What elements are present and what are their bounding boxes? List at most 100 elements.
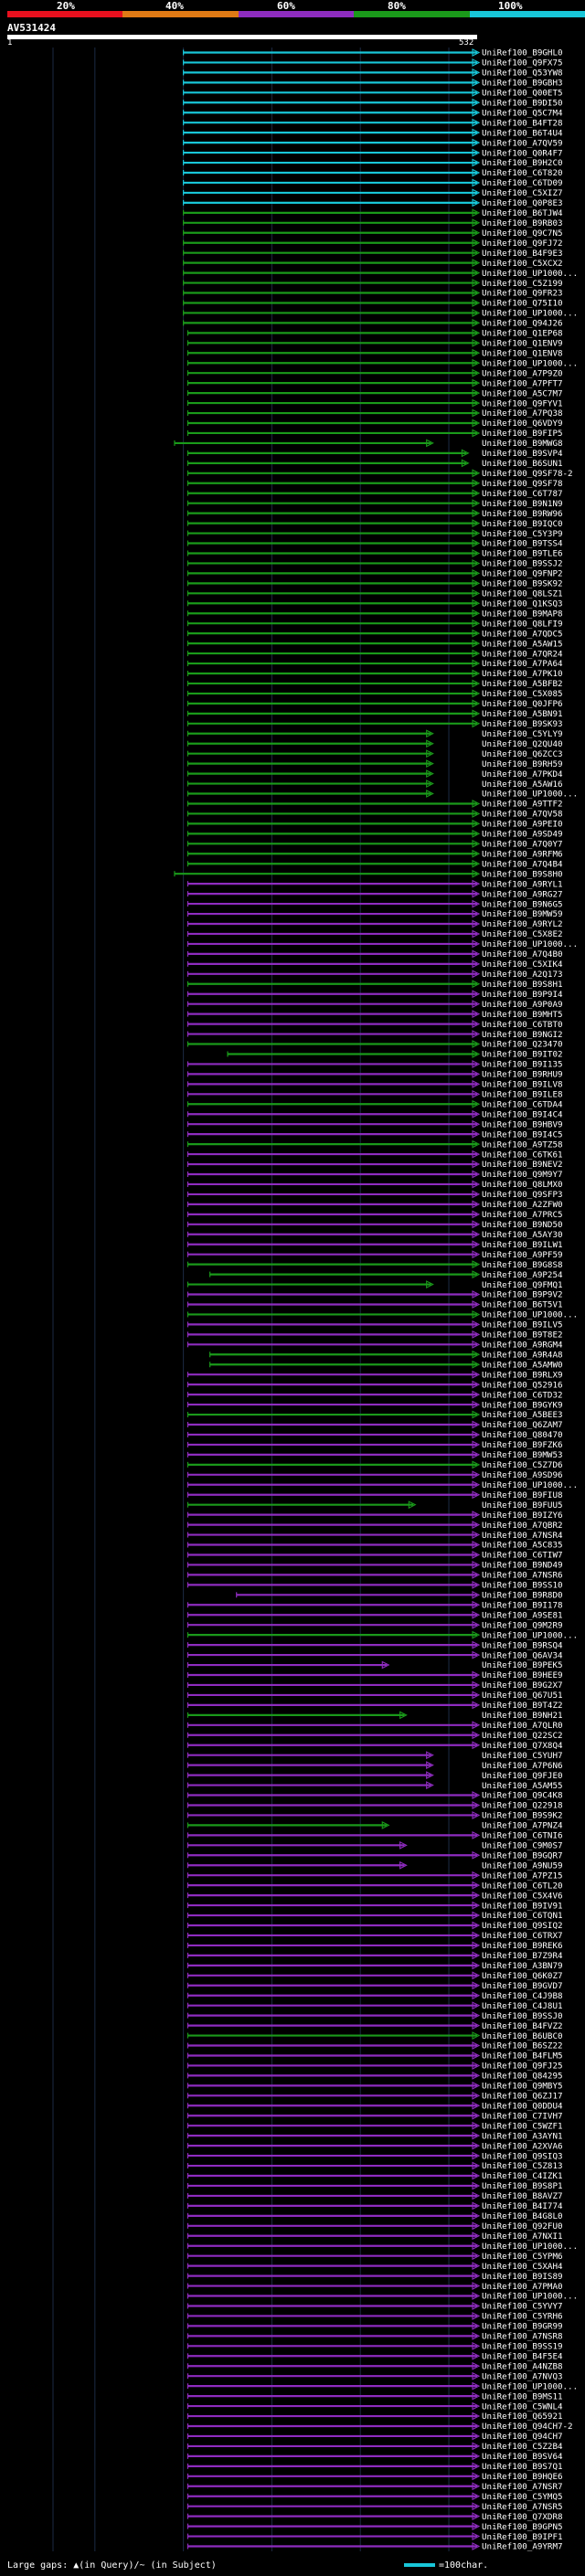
- hit-label[interactable]: UniRef100_Q52916: [482, 1380, 563, 1390]
- hit-label[interactable]: UniRef100_B9S8H1: [482, 980, 563, 990]
- hit-label[interactable]: UniRef100_A9RYL2: [482, 919, 563, 929]
- hit-label[interactable]: UniRef100_Q92FU0: [482, 2221, 563, 2231]
- hit-label[interactable]: UniRef100_Q7XDR8: [482, 2512, 563, 2522]
- hit-label[interactable]: UniRef100_B9GBH3: [482, 79, 563, 89]
- hit-label[interactable]: UniRef100_A9SD96: [482, 1470, 563, 1480]
- hit-label[interactable]: UniRef100_C4IZK1: [482, 2171, 563, 2181]
- hit-label[interactable]: UniRef100_UP1000...: [482, 790, 578, 800]
- hit-label[interactable]: UniRef100_C5Z199: [482, 279, 563, 289]
- hit-label[interactable]: UniRef100_Q9C7N5: [482, 228, 563, 239]
- hit-label[interactable]: UniRef100_C5WZF1: [482, 2121, 563, 2131]
- hit-label[interactable]: UniRef100_B9SK93: [482, 719, 563, 729]
- hit-label[interactable]: UniRef100_B6TJW4: [482, 208, 563, 218]
- hit-label[interactable]: UniRef100_Q9SIQ2: [482, 1921, 563, 1931]
- hit-label[interactable]: UniRef100_B9SK92: [482, 579, 563, 589]
- hit-label[interactable]: UniRef100_B9T4Z2: [482, 1701, 563, 1711]
- hit-label[interactable]: UniRef100_A9RFM6: [482, 849, 563, 859]
- hit-label[interactable]: UniRef100_Q53YW8: [482, 69, 563, 79]
- hit-label[interactable]: UniRef100_Q1EP68: [482, 329, 563, 339]
- hit-label[interactable]: UniRef100_A5BN91: [482, 709, 563, 719]
- hit-label[interactable]: UniRef100_B4G8L0: [482, 2211, 563, 2221]
- hit-label[interactable]: UniRef100_C5YLY9: [482, 729, 563, 739]
- hit-label[interactable]: UniRef100_C5XAH4: [482, 2262, 563, 2272]
- hit-label[interactable]: UniRef100_C6TDA4: [482, 1099, 563, 1109]
- hit-label[interactable]: UniRef100_Q00ET5: [482, 89, 563, 99]
- hit-label[interactable]: UniRef100_B9H2C0: [482, 158, 563, 168]
- hit-label[interactable]: UniRef100_Q9FR23: [482, 289, 563, 299]
- hit-label[interactable]: UniRef100_A7PRC5: [482, 1210, 563, 1220]
- hit-label[interactable]: UniRef100_Q65921: [482, 2412, 563, 2422]
- hit-label[interactable]: UniRef100_UP1000...: [482, 269, 578, 279]
- hit-label[interactable]: UniRef100_C6T787: [482, 489, 563, 499]
- hit-label[interactable]: UniRef100_Q6VDY9: [482, 419, 563, 429]
- hit-label[interactable]: UniRef100_B9FZK6: [482, 1440, 563, 1450]
- hit-label[interactable]: UniRef100_B9NEV2: [482, 1160, 563, 1170]
- hit-label[interactable]: UniRef100_A7Q4B0: [482, 949, 563, 959]
- hit-label[interactable]: UniRef100_C6TIW7: [482, 1551, 563, 1561]
- hit-label[interactable]: UniRef100_B9SSJ2: [482, 559, 563, 569]
- hit-label[interactable]: UniRef100_Q9SFP3: [482, 1190, 563, 1200]
- hit-label[interactable]: UniRef100_C5YRH6: [482, 2312, 563, 2322]
- hit-label[interactable]: UniRef100_B9ILE8: [482, 1090, 563, 1100]
- hit-label[interactable]: UniRef100_C5YVY7: [482, 2302, 563, 2312]
- hit-label[interactable]: UniRef100_A7PNZ4: [482, 1821, 563, 1831]
- hit-label[interactable]: UniRef100_C5Z813: [482, 2161, 563, 2171]
- hit-label[interactable]: UniRef100_C4J9B8: [482, 1991, 563, 2001]
- hit-label[interactable]: UniRef100_B9GR99: [482, 2322, 563, 2332]
- hit-label[interactable]: UniRef100_A9P254: [482, 1270, 563, 1280]
- hit-label[interactable]: UniRef100_A9NU59: [482, 1860, 563, 1871]
- hit-label[interactable]: UniRef100_B9HEE9: [482, 1670, 563, 1680]
- hit-label[interactable]: UniRef100_B9I135: [482, 1060, 563, 1070]
- hit-label[interactable]: UniRef100_Q9SF78: [482, 479, 563, 489]
- hit-label[interactable]: UniRef100_Q9SIQ3: [482, 2151, 563, 2161]
- hit-label[interactable]: UniRef100_C5X8E2: [482, 929, 563, 939]
- hit-label[interactable]: UniRef100_A2Q173: [482, 970, 563, 980]
- hit-label[interactable]: UniRef100_A9YRM7: [482, 2542, 563, 2552]
- hit-label[interactable]: UniRef100_C5X085: [482, 689, 563, 699]
- hit-label[interactable]: UniRef100_B4F5E4: [482, 2351, 563, 2361]
- hit-label[interactable]: UniRef100_A7QR24: [482, 649, 563, 659]
- hit-label[interactable]: UniRef100_A9RG27: [482, 889, 563, 899]
- hit-label[interactable]: UniRef100_A5BEE3: [482, 1410, 563, 1420]
- hit-label[interactable]: UniRef100_B9SS10: [482, 1581, 563, 1591]
- hit-label[interactable]: UniRef100_Q9FJ72: [482, 239, 563, 249]
- hit-label[interactable]: UniRef100_B9N1N9: [482, 499, 563, 509]
- hit-label[interactable]: UniRef100_Q0R4F7: [482, 148, 563, 158]
- hit-label[interactable]: UniRef100_Q9FJ25: [482, 2062, 563, 2072]
- hit-label[interactable]: UniRef100_A7Q0Y7: [482, 840, 563, 850]
- hit-label[interactable]: UniRef100_C5WNL4: [482, 2401, 563, 2412]
- hit-label[interactable]: UniRef100_C7IVH7: [482, 2111, 563, 2121]
- hit-label[interactable]: UniRef100_Q2QU40: [482, 739, 563, 749]
- hit-label[interactable]: UniRef100_A7NSR6: [482, 1571, 563, 1581]
- hit-label[interactable]: UniRef100_B9IV91: [482, 1901, 563, 1911]
- hit-label[interactable]: UniRef100_A9PEI0: [482, 820, 563, 830]
- hit-label[interactable]: UniRef100_B9G8S8: [482, 1260, 563, 1270]
- hit-label[interactable]: UniRef100_B9MWG8: [482, 439, 563, 449]
- hit-label[interactable]: UniRef100_UP1000...: [482, 1480, 578, 1490]
- hit-label[interactable]: UniRef100_Q9M2R9: [482, 1620, 563, 1630]
- hit-label[interactable]: UniRef100_C5YUH7: [482, 1751, 563, 1761]
- hit-label[interactable]: UniRef100_B6SUN1: [482, 459, 563, 469]
- hit-label[interactable]: UniRef100_C6T820: [482, 168, 563, 178]
- hit-label[interactable]: UniRef100_B6SZ22: [482, 2041, 563, 2051]
- hit-label[interactable]: UniRef100_Q6ZAM7: [482, 1420, 563, 1430]
- hit-label[interactable]: UniRef100_Q80470: [482, 1430, 563, 1440]
- hit-label[interactable]: UniRef100_A7NSR4: [482, 1531, 563, 1541]
- hit-label[interactable]: UniRef100_Q84295: [482, 2072, 563, 2082]
- hit-label[interactable]: UniRef100_B9G2X7: [482, 1680, 563, 1691]
- hit-label[interactable]: UniRef100_A7QV59: [482, 138, 563, 148]
- hit-label[interactable]: UniRef100_B7Z9R4: [482, 1951, 563, 1961]
- hit-label[interactable]: UniRef100_C6TD32: [482, 1390, 563, 1400]
- hit-label[interactable]: UniRef100_UP1000...: [482, 309, 578, 319]
- hit-label[interactable]: UniRef100_A9TZ58: [482, 1140, 563, 1150]
- hit-label[interactable]: UniRef100_C6TD09: [482, 178, 563, 188]
- hit-label[interactable]: UniRef100_B9P9V2: [482, 1290, 563, 1300]
- hit-label[interactable]: UniRef100_UP1000...: [482, 358, 578, 368]
- hit-label[interactable]: UniRef100_A7NSR5: [482, 2502, 563, 2512]
- hit-label[interactable]: UniRef100_B9ILV5: [482, 1320, 563, 1330]
- hit-label[interactable]: UniRef100_Q22918: [482, 1801, 563, 1811]
- hit-label[interactable]: UniRef100_B9RB03: [482, 218, 563, 228]
- hit-label[interactable]: UniRef100_B9MW59: [482, 909, 563, 919]
- hit-label[interactable]: UniRef100_B9DI50: [482, 98, 563, 108]
- hit-label[interactable]: UniRef100_B9ILW1: [482, 1240, 563, 1250]
